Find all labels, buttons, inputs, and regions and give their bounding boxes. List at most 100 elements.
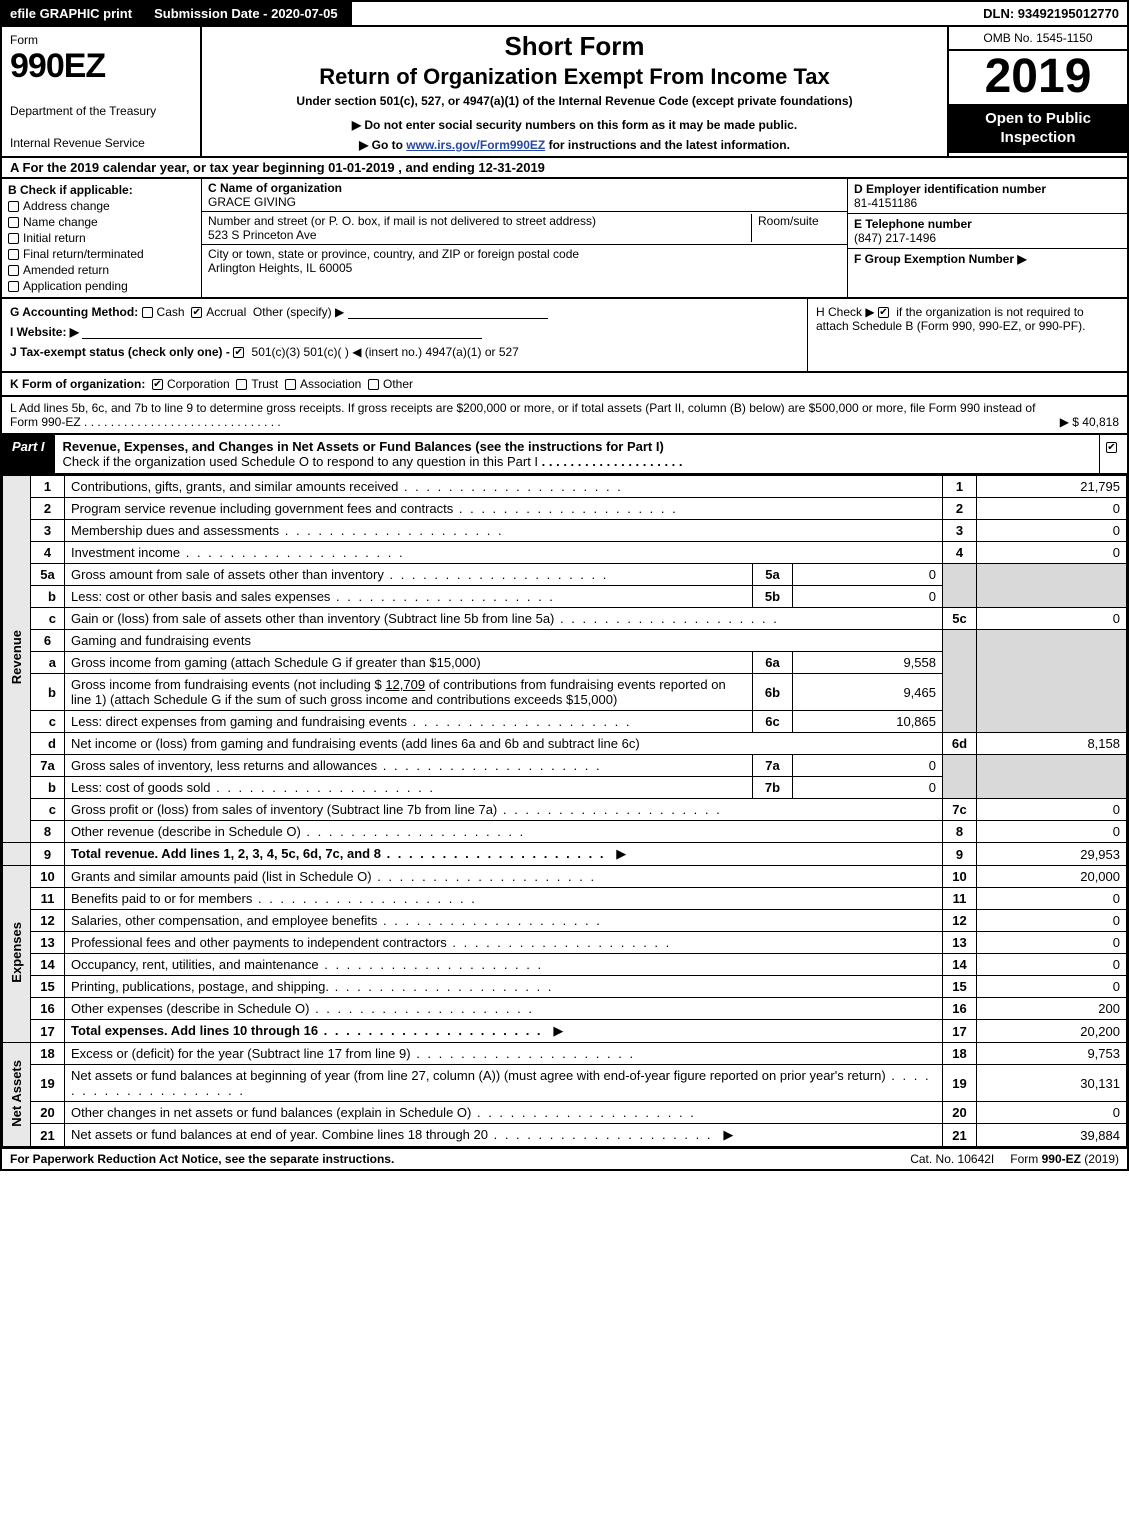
footer-right-pre: Form (1010, 1152, 1041, 1166)
chk-501c3[interactable] (233, 347, 244, 358)
l3-val: 0 (977, 520, 1127, 542)
l5ab-grey-v (977, 564, 1127, 608)
part1-title-wrap: Revenue, Expenses, and Changes in Net As… (55, 435, 1099, 473)
l12-num: 12 (31, 910, 65, 932)
chk-name-change[interactable]: Name change (8, 215, 195, 229)
l5ab-grey-n (943, 564, 977, 608)
l20-num: 20 (31, 1102, 65, 1124)
l6b-desc-pre: Gross income from fundraising events (no… (71, 677, 385, 692)
l5a-num: 5a (31, 564, 65, 586)
k-other: Other (383, 377, 413, 391)
box-ghij-left: G Accounting Method: Cash Accrual Other … (2, 299, 807, 371)
chk-final-return[interactable]: Final return/terminated (8, 247, 195, 261)
room-suite-label: Room/suite (751, 214, 841, 242)
efile-print-button[interactable]: efile GRAPHIC print (2, 2, 142, 25)
street-row: Number and street (or P. O. box, if mail… (202, 212, 847, 245)
l18-coln: 18 (943, 1043, 977, 1065)
l14-coln: 14 (943, 954, 977, 976)
l7b-mlab: 7b (753, 777, 793, 799)
form-header: Form 990EZ Department of the Treasury In… (0, 27, 1129, 158)
chk-association[interactable] (285, 379, 296, 390)
org-name-label: C Name of organization (208, 181, 835, 195)
l16-desc: Other expenses (describe in Schedule O) (65, 998, 943, 1020)
city-row: City or town, state or province, country… (202, 245, 847, 277)
header-left: Form 990EZ Department of the Treasury In… (2, 27, 202, 156)
chk-trust[interactable] (236, 379, 247, 390)
l1-num: 1 (31, 476, 65, 498)
l3-num: 3 (31, 520, 65, 542)
netassets-section-label: Net Assets (3, 1043, 31, 1147)
chk-accrual[interactable] (191, 307, 202, 318)
under-section-text: Under section 501(c), 527, or 4947(a)(1)… (210, 94, 939, 108)
l21-arrow: ▶ (723, 1127, 733, 1142)
l17-coln: 17 (943, 1020, 977, 1043)
top-bar: efile GRAPHIC print Submission Date - 20… (0, 0, 1129, 27)
box-def: D Employer identification number 81-4151… (847, 179, 1127, 297)
part1-check[interactable] (1099, 435, 1127, 473)
chk-corporation[interactable] (152, 379, 163, 390)
l11-num: 11 (31, 888, 65, 910)
l13-coln: 13 (943, 932, 977, 954)
l10-num: 10 (31, 866, 65, 888)
street-value: 523 S Princeton Ave (208, 228, 751, 242)
k-corp: Corporation (167, 377, 230, 391)
l7b-mval: 0 (793, 777, 943, 799)
chk-cash[interactable] (142, 307, 153, 318)
phone-label: E Telephone number (854, 217, 1121, 231)
chk-name-change-label: Name change (23, 215, 98, 229)
street-label: Number and street (or P. O. box, if mail… (208, 214, 751, 228)
l20-desc: Other changes in net assets or fund bala… (65, 1102, 943, 1124)
box-c: C Name of organization GRACE GIVING Numb… (202, 179, 847, 297)
chk-address-change-label: Address change (23, 199, 110, 213)
l18-val: 9,753 (977, 1043, 1127, 1065)
l-amount: $ 40,818 (1072, 415, 1119, 429)
return-title: Return of Organization Exempt From Incom… (210, 64, 939, 90)
ssn-warning: ▶ Do not enter social security numbers o… (210, 118, 939, 132)
chk-other-org[interactable] (368, 379, 379, 390)
l6d-val: 8,158 (977, 733, 1127, 755)
website-input[interactable] (82, 325, 482, 339)
l4-desc: Investment income (65, 542, 943, 564)
line-j: J Tax-exempt status (check only one) - 5… (10, 345, 799, 359)
l12-coln: 12 (943, 910, 977, 932)
l6-desc: Gaming and fundraising events (65, 630, 943, 652)
chk-h[interactable] (878, 307, 889, 318)
org-name: GRACE GIVING (208, 195, 841, 209)
l1-coln: 1 (943, 476, 977, 498)
l6-num: 6 (31, 630, 65, 652)
l8-num: 8 (31, 821, 65, 843)
ein-value: 81-4151186 (854, 196, 1121, 210)
chk-address-change[interactable]: Address change (8, 199, 195, 213)
l5c-coln: 5c (943, 608, 977, 630)
l6a-mlab: 6a (753, 652, 793, 674)
chk-amended-return-label: Amended return (23, 263, 109, 277)
l15-desc: Printing, publications, postage, and shi… (65, 976, 943, 998)
chk-application-pending[interactable]: Application pending (8, 279, 195, 293)
part1-header: Part I Revenue, Expenses, and Changes in… (0, 435, 1129, 475)
l11-desc: Benefits paid to or for members (65, 888, 943, 910)
l6c-num: c (31, 711, 65, 733)
part1-sheet: Revenue 1 Contributions, gifts, grants, … (0, 475, 1129, 1149)
i-label: I Website: ▶ (10, 325, 79, 339)
l20-coln: 20 (943, 1102, 977, 1124)
l18-desc: Excess or (deficit) for the year (Subtra… (65, 1043, 943, 1065)
chk-amended-return[interactable]: Amended return (8, 263, 195, 277)
l17-desc: Total expenses. Add lines 10 through 16 … (65, 1020, 943, 1043)
l4-coln: 4 (943, 542, 977, 564)
goto-line: ▶ Go to www.irs.gov/Form990EZ for instru… (210, 138, 939, 152)
chk-initial-return[interactable]: Initial return (8, 231, 195, 245)
revenue-section-label: Revenue (3, 476, 31, 843)
goto-pre: ▶ Go to (359, 138, 406, 152)
g-other-input[interactable] (348, 305, 548, 319)
irs-link[interactable]: www.irs.gov/Form990EZ (406, 138, 545, 152)
chk-application-pending-label: Application pending (23, 279, 128, 293)
l14-num: 14 (31, 954, 65, 976)
l4-val: 0 (977, 542, 1127, 564)
l9-desc: Total revenue. Add lines 1, 2, 3, 4, 5c,… (65, 843, 943, 866)
g-cash: Cash (157, 305, 185, 319)
part1-title: Revenue, Expenses, and Changes in Net As… (63, 439, 664, 454)
l5a-mval: 0 (793, 564, 943, 586)
l9-arrow: ▶ (616, 846, 626, 861)
l13-desc: Professional fees and other payments to … (65, 932, 943, 954)
chk-final-return-label: Final return/terminated (23, 247, 144, 261)
